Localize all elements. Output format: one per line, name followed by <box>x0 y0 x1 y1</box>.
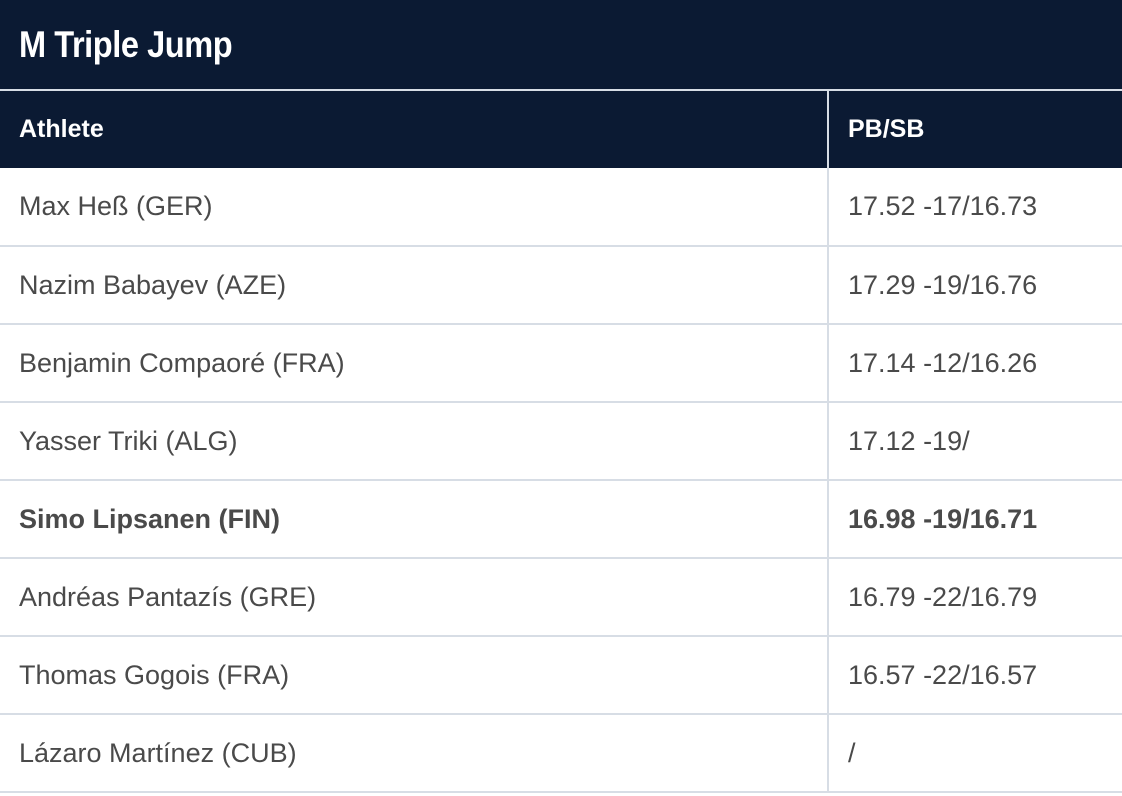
athlete-cell: Max Heß (GER) <box>0 168 828 247</box>
column-header-pb-sb: PB/SB <box>827 89 1122 168</box>
pb-sb-cell: 17.52 -17/16.73 <box>827 168 1122 247</box>
table-row: Nazim Babayev (AZE) 17.29 -19/16.76 <box>0 246 1122 325</box>
pb-sb-cell: 16.57 -22/16.57 <box>827 636 1122 715</box>
table-row-highlighted: Simo Lipsanen (FIN) 16.98 -19/16.71 <box>0 480 1122 559</box>
table-title-bar: M Triple Jump <box>0 0 1122 89</box>
header-row: Athlete PB/SB <box>0 89 1122 168</box>
event-title: M Triple Jump <box>19 23 233 65</box>
table-row: Yasser Triki (ALG) 17.12 -19/ <box>0 402 1122 481</box>
table-row: Thomas Gogois (FRA) 16.57 -22/16.57 <box>0 636 1122 715</box>
pb-sb-cell: 16.79 -22/16.79 <box>827 558 1122 637</box>
table-body: Max Heß (GER) 17.52 -17/16.73 Nazim Baba… <box>0 168 1122 793</box>
athlete-cell: Yasser Triki (ALG) <box>0 402 828 481</box>
table-header: Athlete PB/SB <box>0 89 1122 168</box>
athlete-cell: Thomas Gogois (FRA) <box>0 636 828 715</box>
start-list-table: Athlete PB/SB Max Heß (GER) 17.52 -17/16… <box>0 89 1122 793</box>
table-row: Max Heß (GER) 17.52 -17/16.73 <box>0 168 1122 247</box>
athlete-cell: Andréas Pantazís (GRE) <box>0 558 828 637</box>
table-row: Lázaro Martínez (CUB) / <box>0 714 1122 793</box>
athlete-cell: Nazim Babayev (AZE) <box>0 246 828 325</box>
athlete-cell: Benjamin Compaoré (FRA) <box>0 324 828 403</box>
pb-sb-cell: / <box>827 714 1122 793</box>
pb-sb-cell: 17.14 -12/16.26 <box>827 324 1122 403</box>
pb-sb-cell: 17.29 -19/16.76 <box>827 246 1122 325</box>
pb-sb-cell: 17.12 -19/ <box>827 402 1122 481</box>
athlete-cell: Simo Lipsanen (FIN) <box>0 480 828 559</box>
table-row: Andréas Pantazís (GRE) 16.79 -22/16.79 <box>0 558 1122 637</box>
table-row: Benjamin Compaoré (FRA) 17.14 -12/16.26 <box>0 324 1122 403</box>
athlete-cell: Lázaro Martínez (CUB) <box>0 714 828 793</box>
column-header-athlete: Athlete <box>0 89 828 168</box>
pb-sb-cell: 16.98 -19/16.71 <box>827 480 1122 559</box>
